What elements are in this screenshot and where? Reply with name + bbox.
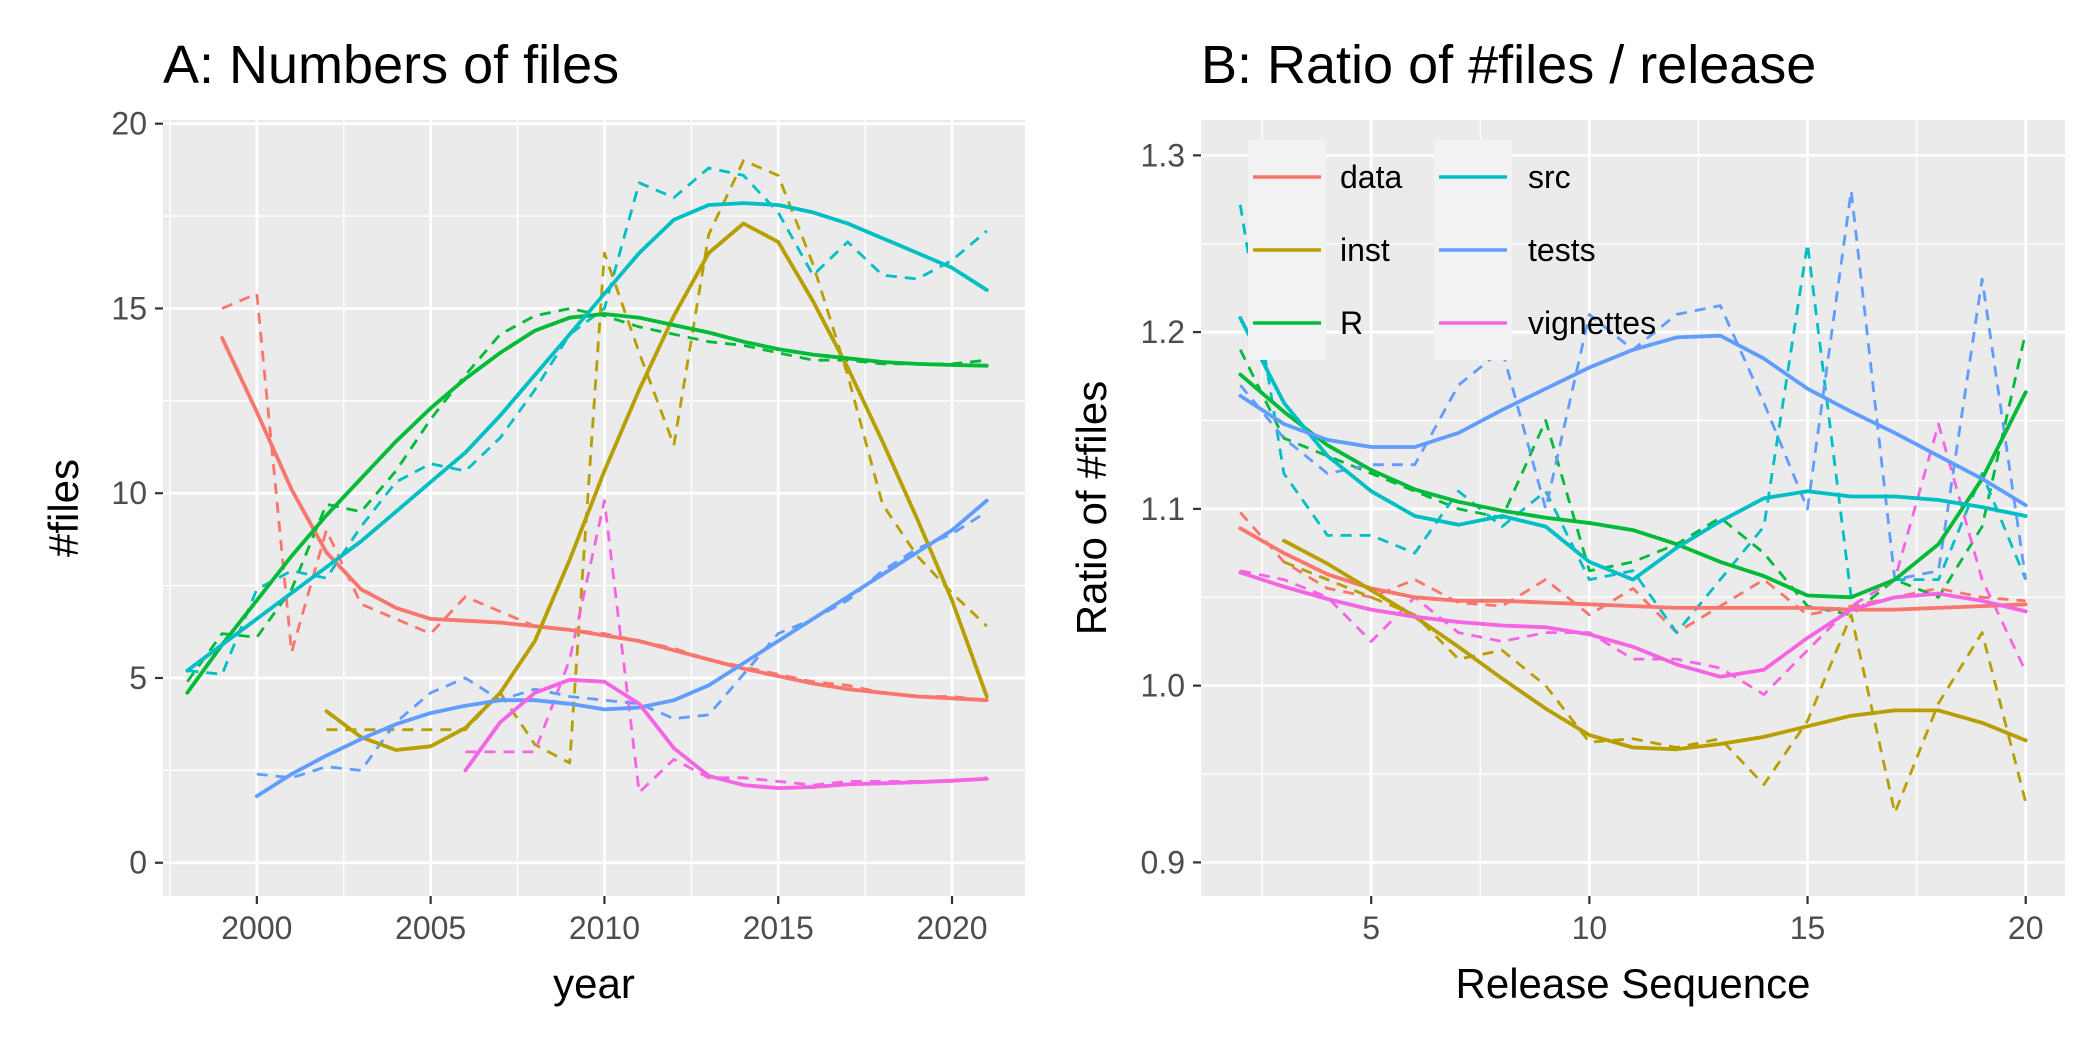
panel-a-minor-gridlines	[163, 120, 1025, 896]
panel-a-series-src-observed	[187, 166, 988, 676]
panel-a-series-src-smoothed	[185, 201, 989, 673]
panel-b-x-axis-title: Release Sequence	[1456, 960, 1811, 1007]
panel-b-series-tests-smoothed	[1238, 333, 2028, 508]
legend-item-vignettes: vignettes	[1439, 305, 1656, 341]
panel-a-series-data-smoothed	[220, 336, 989, 703]
panel-b-series-inst-smoothed	[1282, 538, 2028, 752]
panel-a-y-tick-label: 15	[111, 290, 147, 326]
panel-b-x-tick-label: 20	[2008, 910, 2044, 946]
panel-b-title: B: Ratio of #files / release	[1201, 35, 1816, 95]
panel-a-x-tick-label: 2010	[569, 910, 640, 946]
panel-a-major-gridlines	[163, 120, 1025, 896]
legend-label-tests: tests	[1528, 232, 1596, 268]
panel-a-series-tests-smoothed	[254, 498, 989, 799]
panel-a-y-tick-label: 20	[111, 106, 147, 142]
panel-b-y-axis-title: Ratio of #files	[1068, 381, 1115, 635]
panel-b-series-r-smoothed	[1238, 372, 2028, 600]
panel-a-numbers-of-files: A: Numbers of files 2000 2005 2010 2015 2020…	[40, 35, 1025, 1007]
legend-label-vignettes: vignettes	[1528, 305, 1656, 341]
legend-label-inst: inst	[1340, 232, 1390, 268]
panel-a-title: A: Numbers of files	[163, 35, 619, 95]
legend: data inst R src tests vignettes	[1248, 140, 1656, 360]
panel-a-series-inst-smoothed	[324, 221, 989, 752]
panel-b-y-tick-label: 1.2	[1141, 314, 1185, 350]
panel-b-series-vignettes-smoothed	[1238, 570, 2028, 679]
panel-a-series-vignettes-smoothed	[463, 677, 989, 790]
panel-b-y-tick-label: 1.3	[1141, 137, 1185, 173]
legend-item-r: R	[1253, 305, 1363, 341]
panel-a-x-tick-label: 2015	[743, 910, 814, 946]
legend-label-src: src	[1528, 159, 1571, 195]
panel-b-ratio-of-files-per-release: B: Ratio of #files / release 5 10 15 20 0.9 1…	[1068, 35, 2065, 1007]
panel-b-series	[1238, 189, 2028, 815]
panel-a-x-tick-label: 2000	[221, 910, 292, 946]
legend-label-data: data	[1340, 159, 1402, 195]
panel-b-series-r-observed	[1239, 331, 2028, 617]
panel-a-plot-background	[163, 120, 1025, 896]
panel-b-y-tick-label: 1.1	[1141, 491, 1185, 527]
panel-b-x-tick-label: 10	[1572, 910, 1608, 946]
legend-item-inst: inst	[1253, 232, 1390, 268]
panel-b-axes: 5 10 15 20 0.9 1.0 1.1 1.2 1.3	[1141, 137, 2044, 946]
panel-b-x-tick-label: 15	[1790, 910, 1826, 946]
panel-a-x-axis-title: year	[553, 960, 635, 1007]
panel-a-x-tick-label: 2005	[395, 910, 466, 946]
legend-label-r: R	[1340, 305, 1363, 341]
panel-b-series-src-smoothed	[1238, 316, 2028, 582]
panel-a-axes: 2000 2005 2010 2015 2020 0 5 10 15 20	[111, 106, 987, 946]
panel-a-y-tick-label: 0	[129, 845, 147, 881]
panel-a-y-axis-title: #files	[40, 459, 87, 557]
panel-b-y-tick-label: 1.0	[1141, 668, 1185, 704]
legend-item-tests: tests	[1439, 232, 1596, 268]
panel-a-series-inst-observed	[326, 159, 988, 765]
legend-item-data: data	[1253, 159, 1402, 195]
panel-a-series	[185, 159, 989, 799]
panel-b-x-tick-label: 5	[1362, 910, 1380, 946]
panel-a-y-tick-label: 5	[129, 660, 147, 696]
panel-a-series-vignettes-observed	[465, 499, 987, 794]
legend-item-src: src	[1439, 159, 1571, 195]
panel-a-x-tick-label: 2020	[916, 910, 987, 946]
panel-a-y-tick-label: 10	[111, 475, 147, 511]
panel-b-y-tick-label: 0.9	[1141, 844, 1185, 880]
